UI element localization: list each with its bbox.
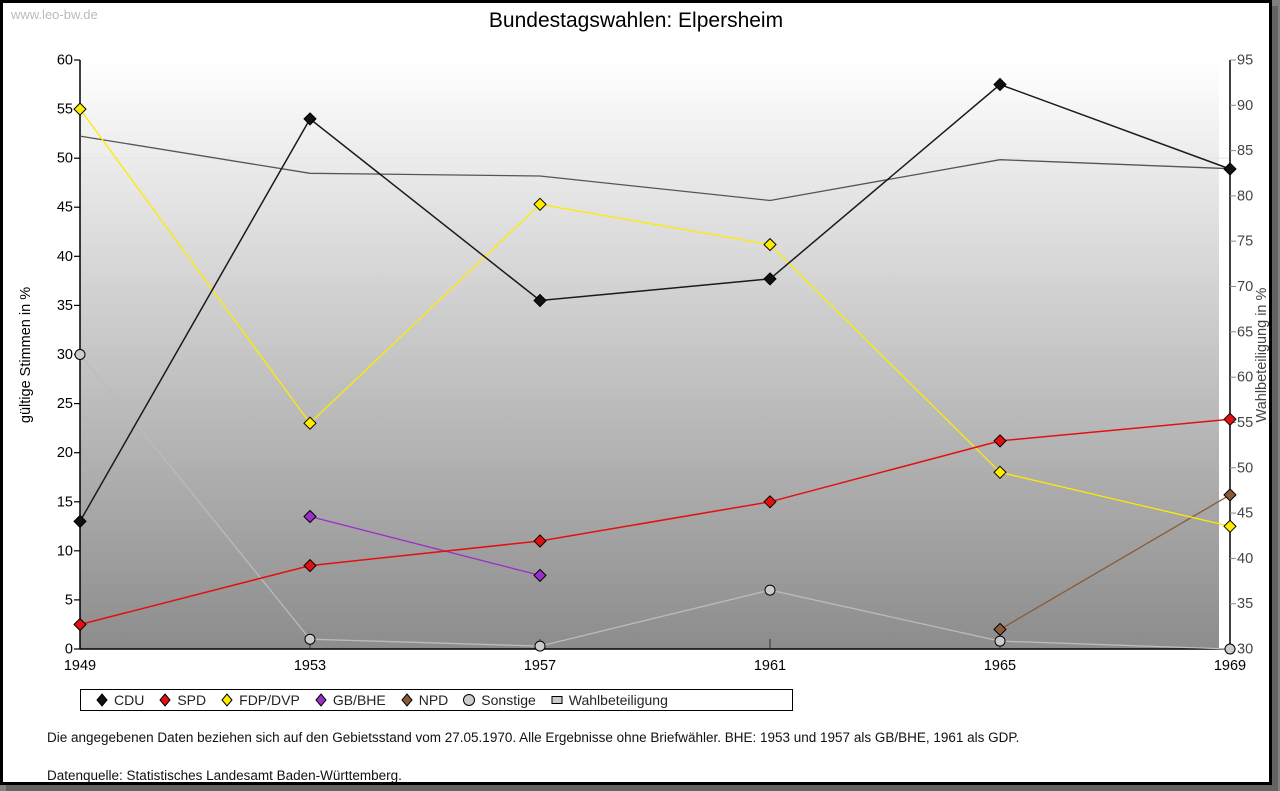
svg-text:15: 15 (57, 494, 73, 510)
svg-text:60: 60 (57, 53, 73, 69)
svg-text:90: 90 (1237, 98, 1253, 114)
svg-text:0: 0 (65, 642, 73, 658)
svg-text:5: 5 (65, 592, 73, 608)
svg-text:1969: 1969 (1214, 658, 1246, 674)
svg-text:35: 35 (57, 298, 73, 314)
svg-text:45: 45 (57, 200, 73, 216)
svg-text:50: 50 (57, 151, 73, 167)
svg-text:95: 95 (1237, 53, 1253, 69)
svg-text:30: 30 (1237, 642, 1253, 658)
svg-text:70: 70 (1237, 279, 1253, 295)
svg-text:1949: 1949 (64, 658, 96, 674)
svg-text:45: 45 (1237, 506, 1253, 522)
svg-text:50: 50 (1237, 460, 1253, 476)
svg-text:35: 35 (1237, 596, 1253, 612)
svg-text:55: 55 (57, 102, 73, 118)
svg-text:85: 85 (1237, 143, 1253, 159)
svg-text:75: 75 (1237, 234, 1253, 250)
svg-text:1965: 1965 (984, 658, 1016, 674)
svg-text:55: 55 (1237, 415, 1253, 431)
svg-text:65: 65 (1237, 324, 1253, 340)
svg-text:40: 40 (1237, 551, 1253, 567)
svg-text:30: 30 (57, 347, 73, 363)
svg-text:gültige Stimmen in %: gültige Stimmen in % (18, 287, 34, 423)
svg-text:1957: 1957 (524, 658, 556, 674)
svg-text:20: 20 (57, 445, 73, 461)
svg-text:40: 40 (57, 249, 73, 265)
svg-text:80: 80 (1237, 188, 1253, 204)
svg-text:1961: 1961 (754, 658, 786, 674)
svg-text:Wahlbeteiligung in %: Wahlbeteiligung in % (1254, 287, 1270, 422)
svg-text:60: 60 (1237, 370, 1253, 386)
svg-text:25: 25 (57, 396, 73, 412)
svg-text:10: 10 (57, 543, 73, 559)
svg-text:1953: 1953 (294, 658, 326, 674)
